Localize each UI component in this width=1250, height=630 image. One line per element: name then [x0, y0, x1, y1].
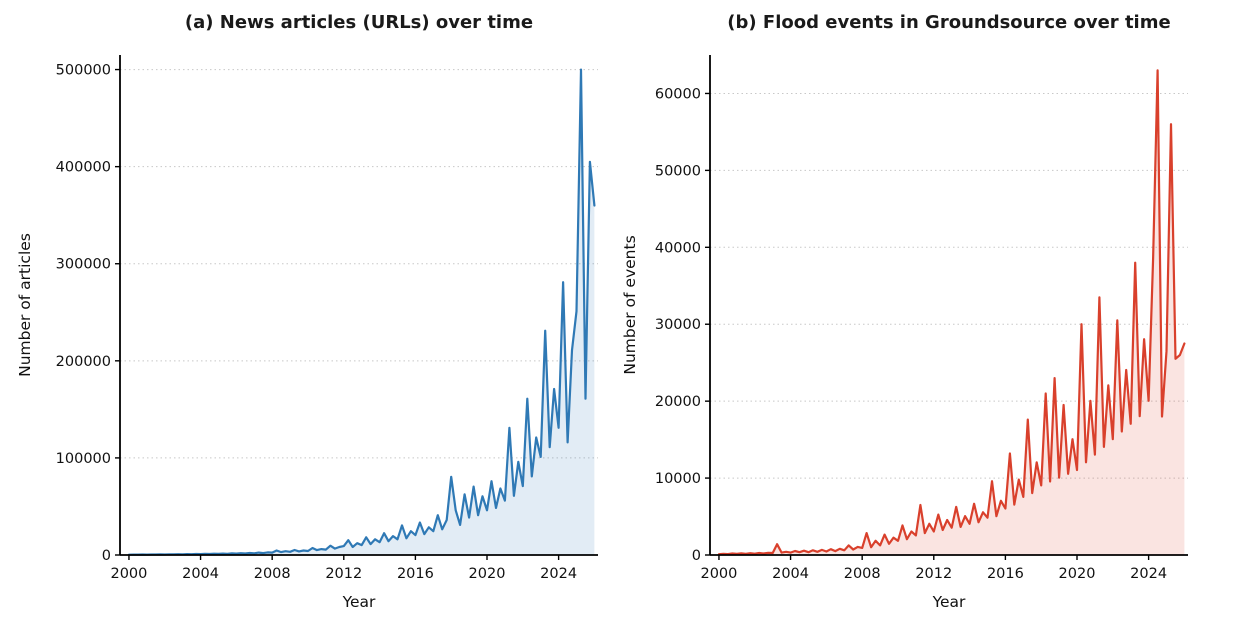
y-tick-label: 30000 [655, 317, 701, 333]
y-tick-label: 20000 [655, 394, 701, 410]
y-tick-label: 0 [692, 548, 701, 564]
chart-b-title: (b) Flood events in Groundsource over ti… [727, 12, 1171, 33]
series-area [129, 69, 595, 555]
y-tick-label: 100000 [56, 451, 111, 467]
chart-b-plot: 0 10000 20000 30000 40000 50000 60000 2000 2004 2… [655, 55, 1188, 582]
x-tick-label: 2004 [182, 566, 219, 582]
y-tick-label: 50000 [655, 163, 701, 179]
x-tick-label: 2008 [254, 566, 291, 582]
series-line [717, 69, 1186, 556]
x-tick-label: 2016 [987, 566, 1024, 582]
x-tick-label: 2012 [915, 566, 952, 582]
x-tick-label: 2024 [540, 566, 577, 582]
x-tick-label: 2000 [110, 566, 147, 582]
x-tick-label: 2000 [700, 566, 737, 582]
y-tick-label: 10000 [655, 471, 701, 487]
chart-a-x-axis-label: Year [342, 593, 376, 611]
y-tick-label: 0 [102, 548, 111, 564]
series-area [719, 70, 1185, 556]
series-line [127, 68, 596, 556]
x-tick-label: 2024 [1130, 566, 1167, 582]
chart-b-x-axis-label: Year [932, 593, 966, 611]
x-tick-label: 2004 [772, 566, 809, 582]
y-tick-label: 300000 [56, 257, 111, 273]
y-tick-label: 500000 [56, 63, 111, 79]
chart-a-plot: 0 100000 200000 300000 400000 500000 2000 2004 2… [56, 55, 598, 582]
y-tick-label: 400000 [56, 160, 111, 176]
x-tick-label: 2020 [1059, 566, 1096, 582]
x-tick-label: 2012 [325, 566, 362, 582]
y-tick-label: 200000 [56, 354, 111, 370]
x-tick-label: 2016 [397, 566, 434, 582]
y-tick-label: 60000 [655, 86, 701, 102]
chart-a-title: (a) News articles (URLs) over time [184, 12, 534, 33]
x-tick-label: 2008 [844, 566, 881, 582]
y-tick-label: 40000 [655, 240, 701, 256]
x-tick-label: 2020 [469, 566, 506, 582]
